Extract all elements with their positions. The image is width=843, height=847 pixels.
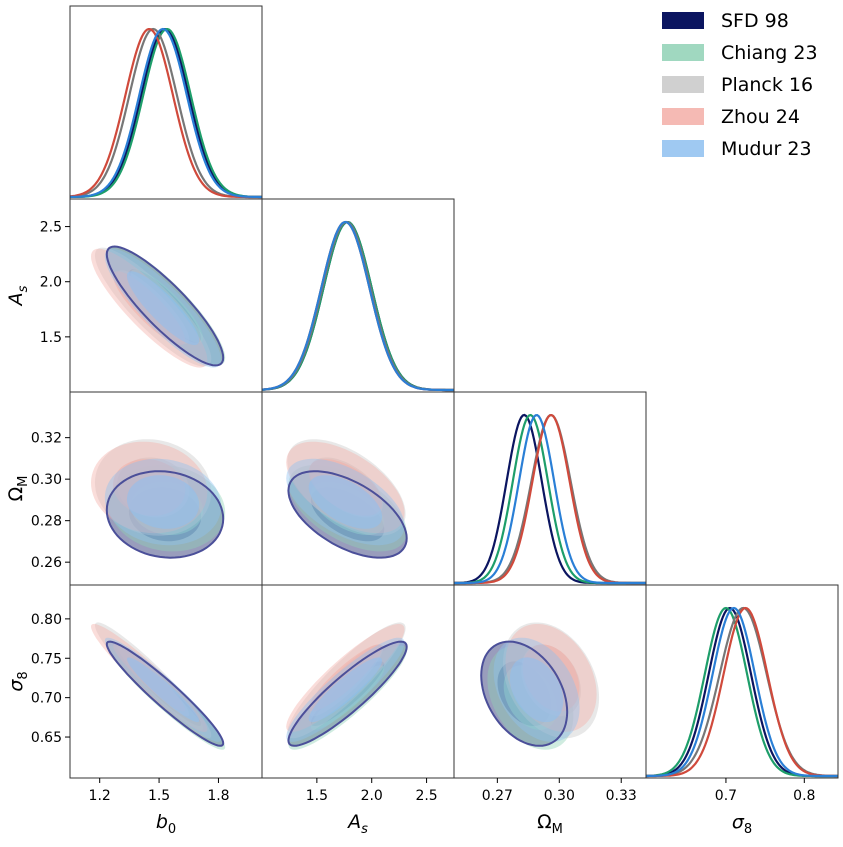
contour-68	[509, 657, 564, 723]
contour-mudur-23	[104, 637, 222, 742]
panel-OmegaM-sigma8	[480, 622, 600, 750]
contour-mudur-23	[286, 458, 405, 546]
x-tick-label: 1.2	[89, 788, 111, 804]
contour-68	[308, 657, 383, 723]
marginal-curve-zhou-24	[646, 606, 838, 778]
x-tick-label: 0.7	[715, 788, 737, 804]
contour-outline	[105, 640, 225, 747]
marginal-curve-planck-16	[70, 27, 262, 199]
y-axis-label-As: As	[5, 285, 31, 307]
legend-swatch	[662, 76, 704, 93]
contour-outline	[105, 245, 225, 367]
contour-68	[126, 657, 200, 723]
x-axis-label-sigma8: σ8	[732, 811, 752, 837]
panel-As-OmegaM	[286, 439, 408, 559]
marginal-sigma8	[646, 606, 838, 778]
y-tick-label: 2.0	[40, 275, 62, 291]
y-tick-label: 0.70	[31, 691, 62, 707]
y-tick-label: 0.26	[31, 555, 62, 571]
y-axis-label-sigma8: σ8	[5, 671, 31, 691]
legend-label: Chiang 23	[721, 42, 818, 64]
legend-label: Mudur 23	[721, 138, 812, 160]
panel-frame	[645, 584, 839, 779]
marginal-curve-mudur-23	[454, 413, 646, 585]
contour-mudur-23	[493, 637, 580, 742]
contour-mudur-23	[104, 248, 222, 368]
x-tick-label: 1.8	[207, 788, 229, 804]
legend-swatch	[662, 108, 704, 125]
y-tick-label: 1.5	[40, 330, 62, 346]
y-tick-label: 2.5	[40, 220, 62, 236]
legend-label: Planck 16	[721, 74, 813, 96]
x-tick-label: 1.5	[306, 788, 328, 804]
contour-68	[308, 475, 383, 529]
x-axis-label-OmegaM: ΩM	[537, 811, 563, 837]
marginal-curve-chiang-23	[454, 413, 646, 585]
marginal-b0	[70, 27, 262, 199]
panel-frame	[69, 5, 263, 200]
contour-outline	[105, 470, 225, 559]
marginal-curve-mudur-23	[646, 606, 838, 778]
contour-outline	[287, 470, 408, 559]
legend-label: SFD 98	[721, 10, 789, 32]
x-tick-label: 0.27	[482, 788, 513, 804]
x-tick-label: 2.5	[415, 788, 437, 804]
marginal-As	[262, 220, 454, 392]
legend-swatch	[662, 140, 704, 157]
marginal-curve-mudur-23	[262, 220, 454, 392]
x-axis-label-As: As	[346, 811, 368, 837]
panel-frame	[261, 198, 455, 393]
marginal-curve-mudur-23	[70, 27, 262, 199]
panel-b0-As	[91, 245, 226, 368]
y-tick-label: 0.65	[31, 730, 62, 746]
y-tick-label: 0.32	[31, 431, 62, 447]
x-tick-label: 0.8	[793, 788, 815, 804]
marginal-OmegaM	[454, 413, 646, 585]
legend-swatch	[662, 12, 704, 29]
legend-label: Zhou 24	[721, 106, 800, 128]
y-tick-label: 0.75	[31, 651, 62, 667]
y-tick-label: 0.30	[31, 472, 62, 488]
contour-outline	[480, 640, 569, 747]
legend: SFD 98 Chiang 23 Planck 16 Zhou 24 Mudur 23	[662, 10, 818, 160]
panel-b0-sigma8	[91, 622, 226, 750]
panel-As-sigma8	[286, 622, 408, 750]
x-tick-label: 2.0	[361, 788, 383, 804]
contour-68	[126, 475, 200, 529]
contour-outline	[287, 640, 408, 747]
x-tick-label: 1.5	[148, 788, 170, 804]
y-tick-label: 0.80	[31, 612, 62, 628]
panel-b0-OmegaM	[91, 439, 226, 559]
x-axis-label-b0: b0	[156, 811, 176, 837]
x-tick-label: 0.30	[544, 788, 575, 804]
y-axis-label-OmegaM: ΩM	[5, 476, 31, 502]
marginal-curve-sfd-98	[646, 606, 838, 778]
contour-68	[126, 271, 200, 346]
contour-mudur-23	[104, 458, 222, 546]
y-tick-label: 0.28	[31, 514, 62, 530]
legend-swatch	[662, 44, 704, 61]
marginal-curve-zhou-24	[70, 28, 262, 199]
x-tick-label: 0.33	[606, 788, 637, 804]
contour-mudur-23	[286, 637, 405, 742]
